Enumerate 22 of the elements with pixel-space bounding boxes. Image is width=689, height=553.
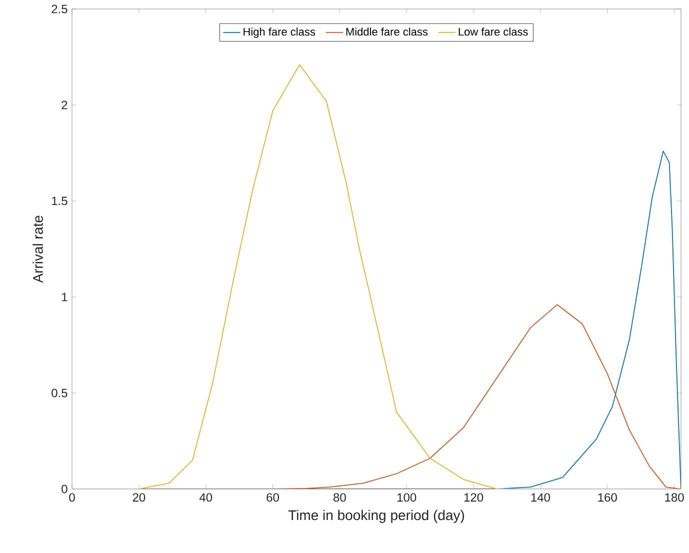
x-tick-label: 0 [69,493,75,502]
y-tick-label: 1.5 [52,196,68,206]
y-axis-title: Arrival rate [32,216,43,283]
x-tick-label: 60 [266,493,279,502]
line-series [72,64,681,489]
y-tick-label: 2 [62,100,68,110]
x-tick-label: 140 [531,493,550,502]
legend-label: Middle fare class [346,28,428,36]
y-tick-label: 0 [62,484,68,494]
x-tick-label: 20 [132,493,146,502]
y-tick-label: 1 [62,292,68,302]
y-tick-label: 0.5 [52,388,68,398]
x-tick-label: 180 [665,493,684,502]
y-tick-label: 2.5 [52,4,68,14]
x-tick-label: 80 [334,493,346,502]
legend-label: Low fare class [458,28,528,36]
x-tick-label: 160 [598,493,617,502]
x-axis-title: Time in booking period (day) [288,510,464,523]
legend-label: High fare class [244,28,316,38]
x-tick-label: 120 [464,493,484,502]
x-tick-label: 100 [398,493,416,502]
x-tick-label: 40 [199,493,212,502]
